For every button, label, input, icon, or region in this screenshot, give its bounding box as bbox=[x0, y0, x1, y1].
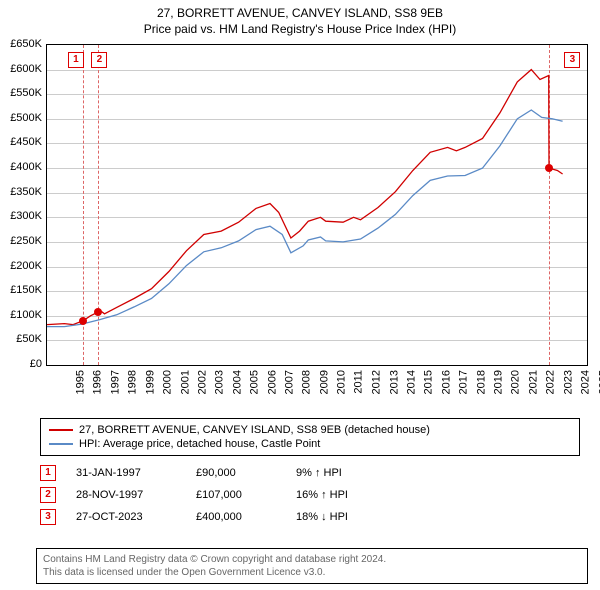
sale-date: 28-NOV-1997 bbox=[76, 489, 176, 501]
chart-title: 27, BORRETT AVENUE, CANVEY ISLAND, SS8 9… bbox=[0, 0, 600, 37]
legend-swatch bbox=[49, 443, 73, 445]
legend-label: HPI: Average price, detached house, Cast… bbox=[79, 438, 320, 450]
y-axis-label: £500K bbox=[0, 112, 42, 124]
x-axis-label: 1998 bbox=[127, 370, 139, 394]
x-axis-label: 1995 bbox=[74, 370, 86, 394]
x-axis-label: 2023 bbox=[562, 370, 574, 394]
title-line1: 27, BORRETT AVENUE, CANVEY ISLAND, SS8 9… bbox=[0, 6, 600, 22]
x-axis-label: 2019 bbox=[493, 370, 505, 394]
x-axis-label: 2021 bbox=[527, 370, 539, 394]
sale-price: £90,000 bbox=[196, 467, 276, 479]
x-axis-label: 2022 bbox=[545, 370, 557, 394]
x-axis-label: 2013 bbox=[388, 370, 400, 394]
series-property bbox=[47, 70, 563, 325]
x-axis-label: 2008 bbox=[301, 370, 313, 394]
legend-swatch bbox=[49, 429, 73, 431]
sale-row: 3 27-OCT-2023 £400,000 18% ↓ HPI bbox=[40, 506, 348, 528]
sale-marker-2: 2 bbox=[91, 52, 107, 68]
sale-row: 1 31-JAN-1997 £90,000 9% ↑ HPI bbox=[40, 462, 348, 484]
sale-date: 31-JAN-1997 bbox=[76, 467, 176, 479]
footer-line2: This data is licensed under the Open Gov… bbox=[43, 566, 581, 579]
y-axis-label: £50K bbox=[0, 333, 42, 345]
sales-table: 1 31-JAN-1997 £90,000 9% ↑ HPI 2 28-NOV-1997 £… bbox=[40, 462, 348, 528]
y-axis-label: £300K bbox=[0, 210, 42, 222]
y-axis-label: £0 bbox=[0, 358, 42, 370]
y-axis-label: £400K bbox=[0, 161, 42, 173]
x-axis-label: 2002 bbox=[196, 370, 208, 394]
x-axis-label: 1997 bbox=[109, 370, 121, 394]
sale-row: 2 28-NOV-1997 £107,000 16% ↑ HPI bbox=[40, 484, 348, 506]
sale-index: 1 bbox=[40, 465, 56, 481]
y-axis-label: £100K bbox=[0, 309, 42, 321]
sale-dot-3 bbox=[545, 164, 553, 172]
x-axis-label: 2014 bbox=[405, 370, 417, 394]
y-axis-label: £450K bbox=[0, 136, 42, 148]
x-axis-label: 1999 bbox=[144, 370, 156, 394]
sale-index: 2 bbox=[40, 487, 56, 503]
x-axis-label: 2024 bbox=[580, 370, 592, 394]
x-axis-label: 2006 bbox=[266, 370, 278, 394]
x-axis-label: 2007 bbox=[284, 370, 296, 394]
footer-line1: Contains HM Land Registry data © Crown c… bbox=[43, 553, 581, 566]
x-axis-label: 2010 bbox=[336, 370, 348, 394]
y-axis-label: £150K bbox=[0, 284, 42, 296]
sale-marker-3: 3 bbox=[564, 52, 580, 68]
y-axis-label: £350K bbox=[0, 186, 42, 198]
legend-row: HPI: Average price, detached house, Cast… bbox=[49, 437, 571, 451]
x-axis-label: 2016 bbox=[440, 370, 452, 394]
attribution-footer: Contains HM Land Registry data © Crown c… bbox=[36, 548, 588, 584]
x-axis-label: 2020 bbox=[510, 370, 522, 394]
sale-price: £400,000 bbox=[196, 511, 276, 523]
x-axis-label: 2009 bbox=[318, 370, 330, 394]
sale-date: 27-OCT-2023 bbox=[76, 511, 176, 523]
legend-label: 27, BORRETT AVENUE, CANVEY ISLAND, SS8 9… bbox=[79, 424, 430, 436]
x-axis-label: 2015 bbox=[423, 370, 435, 394]
y-axis-label: £550K bbox=[0, 87, 42, 99]
x-axis-label: 2005 bbox=[249, 370, 261, 394]
x-axis-label: 2011 bbox=[352, 370, 364, 394]
sale-dot-1 bbox=[79, 317, 87, 325]
title-line2: Price paid vs. HM Land Registry's House … bbox=[0, 22, 600, 38]
x-axis-label: 2018 bbox=[475, 370, 487, 394]
sale-vs-hpi: 9% ↑ HPI bbox=[296, 467, 342, 479]
y-axis-label: £250K bbox=[0, 235, 42, 247]
legend: 27, BORRETT AVENUE, CANVEY ISLAND, SS8 9… bbox=[40, 418, 580, 456]
legend-row: 27, BORRETT AVENUE, CANVEY ISLAND, SS8 9… bbox=[49, 423, 571, 437]
y-axis-label: £650K bbox=[0, 38, 42, 50]
sale-price: £107,000 bbox=[196, 489, 276, 501]
x-axis-label: 2017 bbox=[458, 370, 470, 394]
sale-dot-2 bbox=[94, 308, 102, 316]
chart-lines bbox=[47, 45, 587, 365]
x-axis-label: 2000 bbox=[162, 370, 174, 394]
x-axis-label: 2001 bbox=[179, 370, 191, 394]
sale-vs-hpi: 16% ↑ HPI bbox=[296, 489, 348, 501]
sale-index: 3 bbox=[40, 509, 56, 525]
series-hpi bbox=[47, 110, 563, 327]
x-axis-label: 2004 bbox=[231, 370, 243, 394]
x-axis-label: 2012 bbox=[371, 370, 383, 394]
y-axis-label: £200K bbox=[0, 260, 42, 272]
chart-plot-area: 12 3 bbox=[46, 44, 588, 366]
x-axis-label: 1996 bbox=[92, 370, 104, 394]
y-axis-label: £600K bbox=[0, 63, 42, 75]
sale-vs-hpi: 18% ↓ HPI bbox=[296, 511, 348, 523]
x-axis-label: 2003 bbox=[214, 370, 226, 394]
sale-marker-1: 1 bbox=[68, 52, 84, 68]
